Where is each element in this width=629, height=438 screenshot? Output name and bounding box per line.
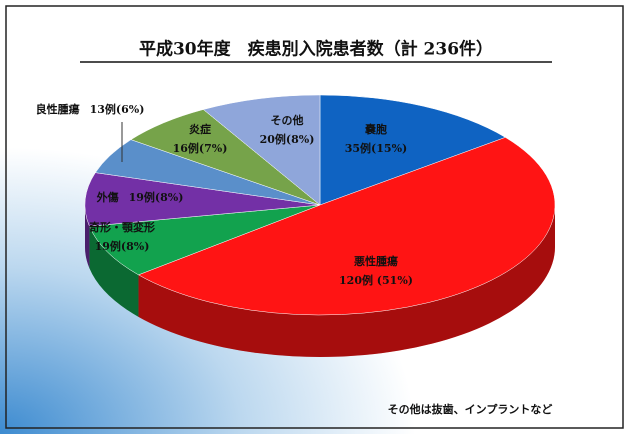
value-label: 16例(7%)	[173, 141, 228, 155]
value-label: 35例(15%)	[345, 141, 407, 155]
category-label: 嚢胞	[364, 122, 387, 136]
slice	[202, 94, 321, 206]
slice	[84, 172, 321, 227]
slice-side	[85, 205, 90, 269]
value-label: 19例(8%)	[95, 239, 150, 253]
value-label: 13例(6%)	[90, 102, 145, 116]
data-label: 良性腫瘍 13例(6%)	[36, 102, 145, 116]
category-label: その他	[271, 113, 304, 127]
footnote: その他は抜歯、インプラントなど	[388, 402, 553, 416]
category-label: 良性腫瘍	[36, 102, 80, 116]
value-label: 20例(8%)	[260, 132, 315, 146]
slice-side-shade	[85, 205, 90, 269]
slice-side	[89, 226, 139, 317]
slice-side-shade	[138, 205, 555, 357]
value-label: 120例 (51%)	[339, 273, 413, 287]
category-label: 外傷	[96, 190, 119, 204]
category-label: 奇形・顎変形	[89, 220, 155, 234]
data-label: 外傷 19例(8%)	[96, 190, 184, 204]
chart-title: 平成30年度 疾患別入院患者数（計 236件）	[139, 39, 493, 60]
category-label: 炎症	[189, 122, 211, 136]
slice	[89, 204, 321, 276]
category-label: 悪性腫瘍	[354, 254, 398, 268]
value-label: 19例(8%)	[129, 190, 184, 204]
frame	[5, 5, 624, 429]
slice	[137, 137, 556, 316]
slice	[319, 94, 506, 206]
slice-side	[138, 205, 555, 357]
slice-side-shade	[89, 226, 139, 317]
